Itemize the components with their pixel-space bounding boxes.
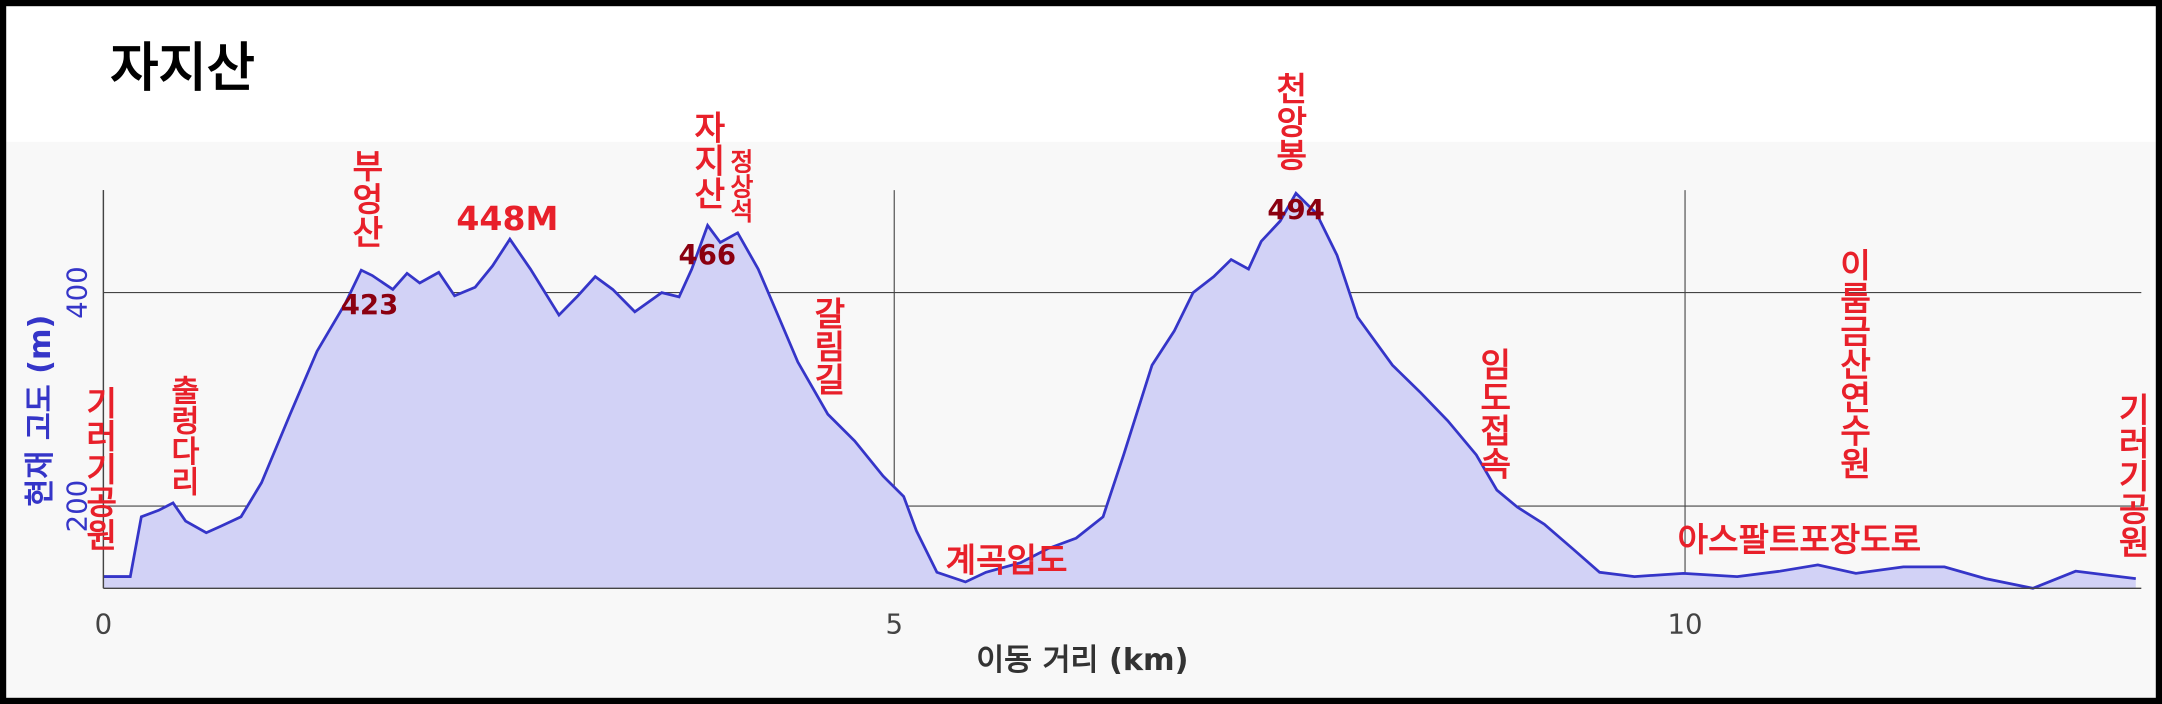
chart-title: 자지산 — [110, 38, 255, 99]
annotation: 기러기공원 — [2112, 393, 2151, 558]
annotation: 기러기공원 — [80, 386, 119, 551]
annotation: 423 — [341, 289, 399, 321]
y-tick-label: 400 — [62, 266, 94, 319]
x-tick-label: 5 — [885, 608, 903, 640]
x-tick-label: 10 — [1668, 608, 1703, 640]
x-axis-label: 이동 거리 (km) — [976, 643, 1188, 678]
annotation: 정상석 — [726, 149, 755, 224]
elevation-line — [103, 191, 2136, 590]
title-bar — [0, 0, 2162, 142]
annotation: 천앙봉 — [1270, 72, 1309, 171]
annotation: 자지산 — [688, 110, 727, 209]
annotation: 이룸금산연수원 — [1834, 248, 1873, 479]
annotation: 494 — [1267, 194, 1325, 226]
y-axis-label: 현재 고도 (m) — [23, 315, 58, 507]
annotation: 계곡입도 — [946, 541, 1068, 580]
annotation: 아스팔트포장도로 — [1678, 520, 1921, 559]
annotation: 출렁다리 — [164, 374, 199, 496]
annotation: 466 — [679, 239, 737, 271]
area-fill — [103, 193, 2136, 589]
annotation: 부엉산 — [346, 149, 385, 248]
annotation: 갈림길 — [808, 296, 847, 395]
annotation: 임도접속 — [1474, 347, 1513, 479]
x-tick-label: 0 — [95, 608, 113, 640]
annotation: 448M — [456, 199, 558, 238]
y-tick-label: 200 — [62, 480, 94, 533]
